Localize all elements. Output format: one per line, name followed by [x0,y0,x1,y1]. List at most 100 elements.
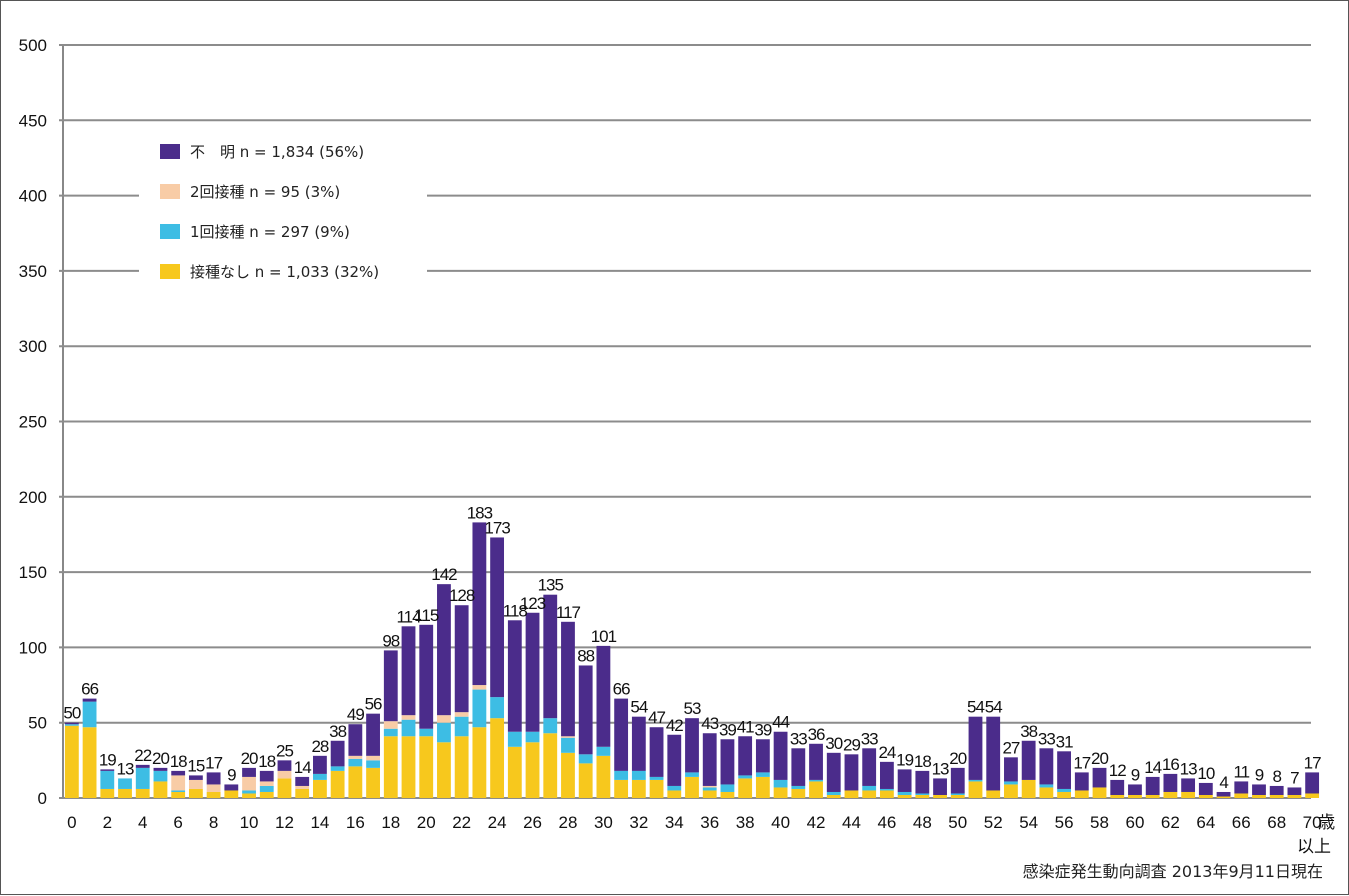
bar-segment [242,776,256,791]
y-tick-label: 0 [38,789,47,808]
bar-segment [454,736,469,798]
bar-segment [472,522,487,686]
bar-segment [1252,784,1266,795]
bar-segment [1269,794,1284,798]
bar-segment [1128,794,1142,798]
data-label: 128 [449,586,475,605]
bar-segment [1163,791,1178,798]
bar-segment [206,772,221,785]
bar-segment [578,665,593,755]
x-tick-label: 60 [1125,813,1144,832]
bar-segment [720,791,735,798]
data-label: 17 [1304,753,1321,772]
x-tick-label: 62 [1161,813,1180,832]
data-label: 33 [1038,729,1055,748]
x-tick-label: 54 [1019,813,1038,832]
bar-segment [1305,772,1320,794]
bar-segment [383,650,398,722]
bar-segment [543,733,558,798]
data-label: 24 [878,743,895,762]
bar-segment [773,731,788,780]
bar-segment [720,784,735,792]
data-label: 123 [520,594,546,613]
x-tick-label: 22 [452,813,471,832]
bar-segment [791,748,806,786]
bar-segment [791,788,806,798]
bar-segment [348,766,363,798]
x-tick-label: 66 [1232,813,1251,832]
bar-segment [171,775,186,791]
y-tick-label: 150 [19,563,47,582]
data-label: 33 [790,729,807,748]
bar-segment [862,748,877,786]
bar-segment [773,787,788,798]
bar-segment [1198,782,1213,795]
data-label: 66 [81,680,98,699]
bar-segment [826,791,841,795]
bar-segment [188,775,203,780]
bar-segment [206,784,221,792]
y-tick-label: 50 [28,714,47,733]
bar-segment [578,763,593,798]
data-label: 28 [311,737,328,756]
bar-segment [135,788,150,798]
bar-segment [1074,790,1089,798]
bar-segment [649,779,664,798]
x-tick-label: 44 [842,813,861,832]
bar-segment [1181,778,1196,792]
bar-segment [472,727,487,798]
x-tick-label: 24 [488,813,507,832]
legend-swatch [160,144,180,159]
bar-segment [118,788,132,798]
bar-segment [277,770,292,779]
bar-segment [685,776,699,798]
y-tick-label: 100 [19,638,47,657]
bar-segment [401,715,416,720]
bar-segment [188,788,203,798]
bar-segment [419,736,434,798]
bar-segment [1128,784,1142,795]
data-label: 54 [967,698,984,717]
bar-segment [437,722,451,743]
bar-segment [844,754,859,791]
legend: 不 明 n = 1,834 (56%) 2回接種 n = 95 (3%) 1回接種 … [139,123,427,295]
legend-label: 接種なし n = 1,033 (32%) [190,263,379,281]
data-label: 117 [556,603,581,622]
bar-segment [259,791,274,798]
bar-segment [897,769,912,792]
x-tick-label: 56 [1055,813,1074,832]
bar-segment [561,736,575,738]
bar-segment [1039,748,1054,785]
data-label: 173 [484,518,510,537]
bar-segment [100,770,115,789]
bar-segment [986,716,1001,791]
data-label: 135 [538,576,564,595]
bar-segment [791,785,806,789]
x-tick-label: 36 [700,813,719,832]
bar-segment [242,790,256,794]
bar-segment [259,785,274,792]
x-tick-label: 18 [381,813,400,832]
bar-segment [543,594,558,719]
bar-segment [561,752,575,798]
bar-segment [1110,794,1125,798]
bar-segment [277,778,292,798]
bar-segment [313,755,327,774]
bar-segment [1092,767,1107,788]
bar-segment [454,605,469,713]
data-label: 56 [365,695,382,714]
data-label: 17 [1073,753,1090,772]
bar-segment [171,770,186,776]
data-label: 31 [1056,732,1073,751]
data-label: 14 [1144,758,1161,777]
legend-swatch [160,184,180,199]
bar-segment [950,767,965,794]
bar-segment [631,716,646,771]
x-tick-label: 16 [346,813,365,832]
data-label: 29 [843,735,860,754]
bar-segment [950,794,965,798]
x-tick-label: 50 [948,813,967,832]
bar-segment [224,784,239,791]
bar-segment [879,790,894,798]
y-axis-ticks: 0 50 100 150 200 250 300 350 400 450 500 [19,36,47,808]
